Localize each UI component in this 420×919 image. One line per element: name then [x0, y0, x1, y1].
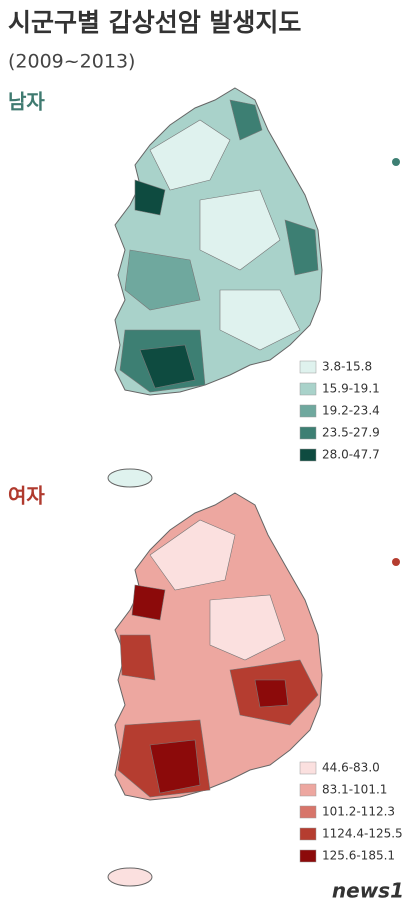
- legend-swatch: [299, 783, 317, 797]
- legend-label: 1124.4-125.5: [322, 827, 403, 841]
- section-label: 여자: [8, 484, 45, 508]
- legend-label: 28.0-47.7: [322, 448, 380, 462]
- legend-swatch: [299, 360, 317, 374]
- map-male: [107, 87, 400, 488]
- legend-label: 44.6-83.0: [322, 761, 380, 775]
- legend-swatch: [299, 827, 317, 841]
- legend-label: 125.6-185.1: [322, 849, 395, 863]
- legend-label: 19.2-23.4: [322, 404, 380, 418]
- section-label: 남자: [8, 90, 45, 114]
- legend-swatch: [299, 849, 317, 863]
- legend-label: 101.2-112.3: [322, 805, 395, 819]
- map-female: [107, 492, 400, 887]
- legend-swatch: [299, 382, 317, 396]
- logo: news1: [332, 879, 404, 903]
- legend-label: 15.9-19.1: [322, 382, 380, 396]
- legend-swatch: [299, 426, 317, 440]
- legend-swatch: [299, 805, 317, 819]
- legend-label: 83.1-101.1: [322, 783, 387, 797]
- logo-text: news1: [332, 879, 404, 903]
- legend-swatch: [299, 761, 317, 775]
- legend-swatch: [299, 448, 317, 462]
- legend-swatch: [299, 404, 317, 418]
- legend-label: 3.8-15.8: [322, 360, 372, 374]
- legend-label: 23.5-27.9: [322, 426, 380, 440]
- subtitle: (2009~2013): [8, 51, 135, 73]
- title: 시군구별 갑상선암 발생지도: [8, 8, 301, 37]
